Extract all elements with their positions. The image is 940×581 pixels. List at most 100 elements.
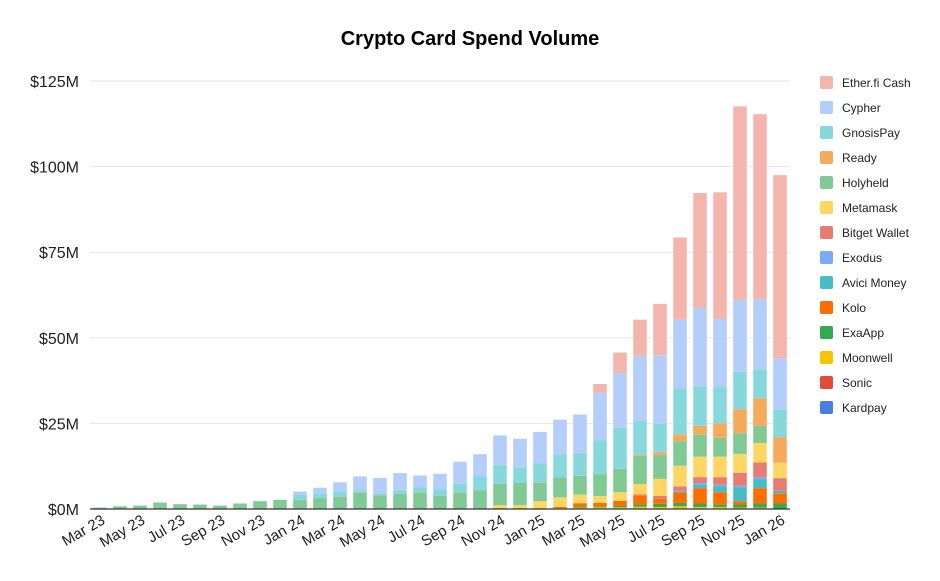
bar-segment	[713, 486, 727, 493]
bar-segment	[633, 455, 647, 485]
bar-segment	[633, 319, 647, 356]
bar-segment	[673, 502, 687, 507]
x-tick-label: Nov 24	[458, 512, 508, 550]
bar-segment	[753, 507, 767, 509]
bar-segment	[593, 502, 607, 507]
y-tick-label: $100M	[30, 160, 79, 177]
bar-segment	[253, 501, 267, 509]
legend-label: Holyheld	[842, 175, 889, 190]
bar-segment	[493, 483, 507, 506]
bar-segment	[613, 352, 627, 374]
bar-segment	[673, 486, 687, 491]
legend-item: Metamask	[820, 195, 938, 220]
bar-segment	[413, 487, 427, 493]
bar-segment	[713, 477, 727, 485]
bar-segment	[573, 453, 587, 476]
bar-segment	[613, 373, 627, 428]
legend-swatch	[820, 351, 833, 364]
legend-swatch	[820, 376, 833, 389]
x-tick-label: May 24	[337, 512, 388, 551]
bar-segment	[473, 454, 487, 477]
bar-segment	[753, 479, 767, 489]
bar-segment	[313, 493, 327, 499]
legend-label: Ether.fi Cash	[842, 75, 911, 90]
bar-segment	[753, 442, 767, 463]
legend-swatch	[820, 101, 833, 114]
legend-swatch	[820, 176, 833, 189]
x-tick-label: May 25	[577, 512, 628, 551]
bar-segment	[753, 477, 767, 480]
bar-segment	[293, 491, 307, 495]
bar-segment	[753, 503, 767, 508]
x-tick-label: Sep 25	[658, 512, 708, 550]
bar-segment	[773, 462, 787, 479]
bar-segment	[553, 454, 567, 478]
bar-segment	[313, 498, 327, 509]
bar-segment	[373, 493, 387, 496]
bar-segment	[693, 477, 707, 483]
bar-segment	[613, 468, 627, 493]
bar-segment	[353, 492, 367, 509]
bar-segment	[653, 478, 667, 496]
legend-swatch	[820, 151, 833, 164]
bar-segment	[593, 384, 607, 393]
bar-segment	[713, 192, 727, 319]
bar-segment	[733, 487, 747, 502]
chart-title: Crypto Card Spend Volume	[340, 28, 600, 50]
bar-segment	[473, 490, 487, 509]
bar-segment	[693, 307, 707, 387]
bar-segment	[713, 423, 727, 438]
bar-segment	[673, 237, 687, 320]
bar-segment	[313, 487, 327, 494]
legend: Ether.fi Cash Cypher GnosisPay Ready Holyhel…	[820, 70, 938, 420]
bar-segment	[673, 490, 687, 492]
bar-segment	[653, 423, 667, 453]
legend-label: Metamask	[842, 200, 898, 215]
y-tick-label: $125M	[30, 74, 79, 91]
bar-segment	[173, 504, 187, 509]
bar-segment	[633, 504, 647, 507]
bar-segment	[513, 482, 527, 506]
bar-segment	[733, 507, 747, 509]
bar-segment	[653, 355, 667, 424]
bar-segment	[413, 492, 427, 509]
bar-segment	[733, 501, 747, 505]
bar-segment	[773, 503, 787, 509]
legend-item: Moonwell	[820, 345, 938, 370]
bar-segment	[213, 505, 227, 509]
legend-swatch	[820, 126, 833, 139]
bar-segment	[733, 485, 747, 488]
x-tick-label: Nov 23	[218, 512, 268, 550]
bar-segment	[713, 456, 727, 478]
bar-segment	[693, 482, 707, 485]
bar-segment	[353, 476, 367, 491]
bar-segment	[633, 355, 647, 421]
legend-label: Moonwell	[842, 350, 893, 365]
bar-segment	[573, 475, 587, 495]
bar-segment	[673, 319, 687, 389]
bar-segment	[673, 491, 687, 493]
bar-segment	[773, 478, 787, 491]
bar-segment	[553, 506, 567, 508]
legend-swatch	[820, 201, 833, 214]
bar-segment	[753, 369, 767, 399]
bar-segment	[773, 490, 787, 494]
bar-segment	[713, 506, 727, 509]
bar-segment	[633, 454, 647, 456]
bar-segment	[193, 504, 207, 509]
legend-label: Avici Money	[842, 275, 907, 290]
legend-item: Cypher	[820, 95, 938, 120]
bar-segment	[593, 474, 607, 496]
legend-label: GnosisPay	[842, 125, 901, 140]
bar-segment	[733, 453, 747, 473]
legend-item: Holyheld	[820, 170, 938, 195]
bar-segment	[773, 493, 787, 504]
legend-item: Bitget Wallet	[820, 220, 938, 245]
bar-segment	[573, 494, 587, 504]
bar-segment	[613, 492, 627, 501]
bar-segment	[653, 452, 667, 455]
legend-item: Ether.fi Cash	[820, 70, 938, 95]
bar-segment	[393, 473, 407, 491]
bar-segment	[753, 488, 767, 504]
bar-segment	[513, 438, 527, 468]
